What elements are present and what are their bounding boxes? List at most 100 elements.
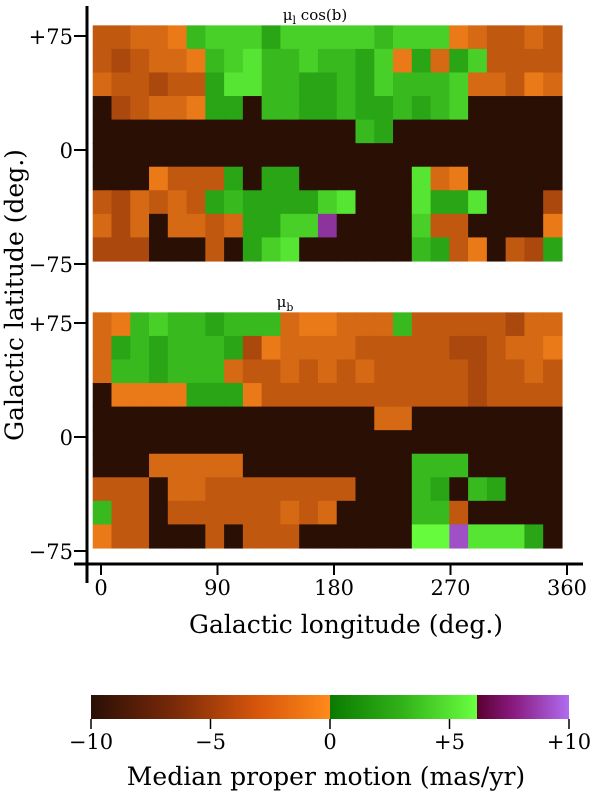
heatmap-cell-mu-b-r1-c22 bbox=[505, 335, 526, 361]
heatmap-cell-mu-b-r6-c20 bbox=[468, 453, 488, 478]
heatmap-cell-mu-b-r3-c12 bbox=[317, 383, 338, 408]
heatmap-cell-mu-l-cos-b-r5-c21 bbox=[486, 143, 507, 168]
heatmap-cell-mu-l-cos-b-r1-c10 bbox=[280, 48, 300, 74]
heatmap-cell-mu-b-r0-c17 bbox=[411, 312, 432, 337]
heatmap-cell-mu-l-cos-b-r3-c1 bbox=[111, 96, 131, 121]
heatmap-cell-mu-l-cos-b-r1-c21 bbox=[486, 48, 507, 74]
heatmap-cell-mu-b-r5-c5 bbox=[186, 430, 206, 455]
heatmap-cell-mu-b-r0-c19 bbox=[449, 312, 469, 337]
colorbar-ticks: −10 −5 0 +5 +10 bbox=[69, 719, 591, 754]
heatmap-cell-mu-l-cos-b-r4-c22 bbox=[505, 119, 526, 144]
heatmap-cell-mu-b-r2-c16 bbox=[393, 359, 413, 384]
heatmap-cell-mu-l-cos-b-r0-c0 bbox=[92, 25, 113, 50]
heatmap-cell-mu-l-cos-b-r1-c12 bbox=[317, 48, 338, 74]
heatmap-cell-mu-l-cos-b-r9-c8 bbox=[242, 237, 263, 262]
heatmap-cell-mu-l-cos-b-r9-c5 bbox=[186, 237, 206, 262]
heatmap-cell-mu-b-r1-c24 bbox=[543, 335, 563, 361]
heatmap-cell-mu-b-r2-c18 bbox=[430, 359, 450, 384]
heatmap-cell-mu-b-r3-c3 bbox=[149, 383, 169, 408]
heatmap-cell-mu-b-r8-c18 bbox=[430, 500, 450, 525]
heatmap-cell-mu-b-r7-c17 bbox=[411, 477, 432, 502]
x-ticks: 0 90 180 270 360 bbox=[94, 564, 587, 600]
heatmap-cell-mu-l-cos-b-r1-c16 bbox=[393, 48, 413, 74]
heatmap-cell-mu-l-cos-b-r7-c5 bbox=[186, 190, 206, 215]
heatmap-cell-mu-b-r5-c3 bbox=[149, 430, 169, 455]
heatmap-cell-mu-b-r9-c0 bbox=[92, 524, 113, 549]
heatmap-cell-mu-b-r6-c6 bbox=[205, 453, 225, 478]
heatmap-cell-mu-b-r5-c10 bbox=[280, 430, 300, 455]
heatmap-cell-mu-l-cos-b-r0-c15 bbox=[374, 25, 394, 50]
heatmap-cell-mu-b-r7-c22 bbox=[505, 477, 526, 502]
heatmap-cell-mu-b-r7-c7 bbox=[224, 477, 244, 502]
heatmap-cell-mu-l-cos-b-r9-c2 bbox=[130, 237, 150, 262]
x-tick-label-1: 90 bbox=[204, 576, 231, 600]
heatmap-cell-mu-b-r4-c3 bbox=[149, 406, 169, 431]
heatmap-cell-mu-b-r6-c19 bbox=[449, 453, 469, 478]
panel-mu-l-cos-b-title-sub: l bbox=[293, 14, 297, 27]
heatmap-cell-mu-b-r8-c23 bbox=[524, 500, 544, 525]
heatmap-cell-mu-l-cos-b-r2-c7 bbox=[224, 72, 244, 97]
heatmap-cell-mu-l-cos-b-r4-c13 bbox=[336, 119, 357, 144]
heatmap-cell-mu-b-r6-c11 bbox=[299, 453, 319, 478]
heatmap-cell-mu-b-r9-c10 bbox=[280, 524, 300, 549]
heatmap-cell-mu-l-cos-b-r6-c11 bbox=[299, 166, 319, 191]
heatmap-cell-mu-b-r4-c5 bbox=[186, 406, 206, 431]
heatmap-cell-mu-b-r8-c20 bbox=[468, 500, 488, 525]
heatmap-cell-mu-b-r3-c7 bbox=[224, 383, 244, 408]
heatmap-cell-mu-b-r5-c16 bbox=[393, 430, 413, 455]
heatmap-cell-mu-l-cos-b-r8-c4 bbox=[167, 213, 188, 238]
heatmap-cell-mu-b-r6-c21 bbox=[486, 453, 507, 478]
heatmap-cell-mu-b-r4-c15 bbox=[374, 406, 394, 431]
heatmap-cell-mu-b-r6-c24 bbox=[543, 453, 563, 478]
heatmap-cell-mu-l-cos-b-r4-c10 bbox=[280, 119, 300, 144]
heatmap-cell-mu-b-r1-c2 bbox=[130, 335, 150, 361]
heatmap-cell-mu-b-r0-c14 bbox=[355, 312, 375, 337]
heatmap-cell-mu-l-cos-b-r1-c0 bbox=[92, 48, 113, 74]
heatmap-cell-mu-l-cos-b-r7-c17 bbox=[411, 190, 432, 215]
heatmap-cell-mu-l-cos-b-r7-c3 bbox=[149, 190, 169, 215]
heatmap-cell-mu-b-r7-c8 bbox=[242, 477, 263, 502]
heatmap-cell-mu-b-r5-c2 bbox=[130, 430, 150, 455]
heatmap-cell-mu-l-cos-b-r5-c0 bbox=[92, 143, 113, 168]
heatmap-cell-mu-l-cos-b-r9-c14 bbox=[355, 237, 375, 262]
heatmap-cell-mu-b-r3-c21 bbox=[486, 383, 507, 408]
heatmap-cell-mu-b-r5-c22 bbox=[505, 430, 526, 455]
heatmap-cell-mu-l-cos-b-r3-c9 bbox=[261, 96, 282, 121]
y-tick-label-p1-0: +75 bbox=[29, 312, 73, 336]
heatmap-cell-mu-l-cos-b-r6-c20 bbox=[468, 166, 488, 191]
heatmap-cell-mu-l-cos-b-r5-c4 bbox=[167, 143, 188, 168]
heatmap-cell-mu-l-cos-b-r3-c0 bbox=[92, 96, 113, 121]
heatmap-cell-mu-b-r4-c24 bbox=[543, 406, 563, 431]
heatmap-cell-mu-b-r5-c24 bbox=[543, 430, 563, 455]
heatmap-cell-mu-l-cos-b-r7-c4 bbox=[167, 190, 188, 215]
heatmap-cell-mu-l-cos-b-r4-c11 bbox=[299, 119, 319, 144]
heatmap-cell-mu-b-r2-c11 bbox=[299, 359, 319, 384]
heatmap-cell-mu-b-r7-c20 bbox=[468, 477, 488, 502]
heatmap-cell-mu-l-cos-b-r6-c8 bbox=[242, 166, 263, 191]
heatmap-cell-mu-l-cos-b-r9-c18 bbox=[430, 237, 450, 262]
heatmap-cell-mu-b-r2-c9 bbox=[261, 359, 282, 384]
heatmap-cell-mu-b-r3-c5 bbox=[186, 383, 206, 408]
heatmap-cell-mu-b-r2-c14 bbox=[355, 359, 375, 384]
colorbar-segment-high bbox=[477, 695, 569, 719]
heatmap-cell-mu-b-r7-c16 bbox=[393, 477, 413, 502]
heatmap-cell-mu-l-cos-b-r3-c24 bbox=[543, 96, 563, 121]
heatmap-cell-mu-b-r6-c8 bbox=[242, 453, 263, 478]
heatmap-cell-mu-l-cos-b-r5-c14 bbox=[355, 143, 375, 168]
heatmap-cell-mu-l-cos-b-r2-c23 bbox=[524, 72, 544, 97]
heatmap-cell-mu-l-cos-b-r1-c2 bbox=[130, 48, 150, 74]
heatmap-cell-mu-b-r5-c21 bbox=[486, 430, 507, 455]
heatmap-cell-mu-l-cos-b-r1-c22 bbox=[505, 48, 526, 74]
heatmap-cell-mu-b-r6-c1 bbox=[111, 453, 131, 478]
heatmap-cell-mu-b-r3-c6 bbox=[205, 383, 225, 408]
heatmap-cell-mu-l-cos-b-r5-c15 bbox=[374, 143, 394, 168]
heatmap-cell-mu-b-r4-c23 bbox=[524, 406, 544, 431]
heatmap-cell-mu-b-r2-c22 bbox=[505, 359, 526, 384]
heatmap-cell-mu-l-cos-b-r0-c14 bbox=[355, 25, 375, 50]
heatmap-cell-mu-l-cos-b-r8-c15 bbox=[374, 213, 394, 238]
heatmap-cell-mu-l-cos-b-r6-c2 bbox=[130, 166, 150, 191]
heatmap-cell-mu-b-r8-c14 bbox=[355, 500, 375, 525]
heatmap-cell-mu-b-r3-c24 bbox=[543, 383, 563, 408]
heatmap-cell-mu-l-cos-b-r1-c23 bbox=[524, 48, 544, 74]
